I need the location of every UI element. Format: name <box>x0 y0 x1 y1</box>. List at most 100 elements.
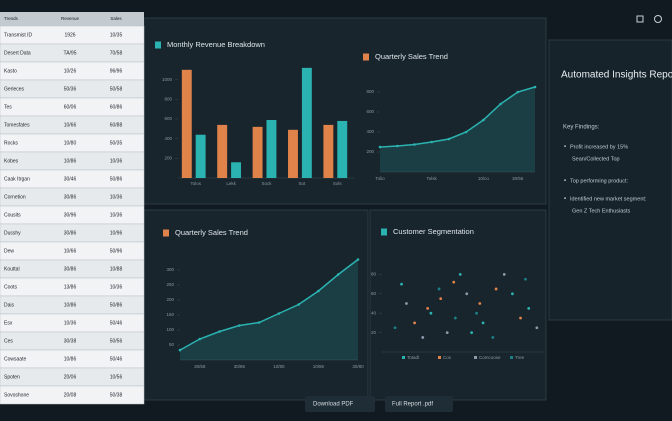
x-tick-label: Sock <box>261 181 272 186</box>
table-cell: 60/06 <box>64 104 77 110</box>
table-cell: Ces <box>4 338 13 344</box>
panel <box>369 209 547 401</box>
insights-panel <box>548 39 672 321</box>
table-cell: 30/38 <box>64 338 77 344</box>
table-cell: 10/96 <box>110 230 123 236</box>
chart-title: Quarterly Sales Trend <box>375 52 448 61</box>
y-tick-label: 200 <box>366 149 374 154</box>
button[interactable] <box>385 396 453 412</box>
point <box>535 326 539 330</box>
point <box>478 302 482 305</box>
table-cell: 30/86 <box>64 194 77 200</box>
legend-label: Comcoose <box>479 355 501 360</box>
chart-title: Customer Segmentation <box>393 227 474 236</box>
table-cell: Transmist ID <box>4 32 33 38</box>
table-cell: TA/95 <box>64 50 77 56</box>
insight-item: Profit increased by 15% <box>570 144 628 150</box>
point <box>426 306 430 310</box>
x-tick-label: Lekk <box>226 181 236 186</box>
table-cell: 96/96 <box>110 68 123 74</box>
table-cell: 30/96 <box>64 212 77 218</box>
y-tick-label: 400 <box>366 129 374 134</box>
table-cell: 10/66 <box>64 122 77 128</box>
x-tick-label: Sols <box>333 181 343 186</box>
point <box>395 144 399 148</box>
button-label[interactable]: Download PDF <box>313 402 354 408</box>
table-cell: Kasto <box>4 68 17 74</box>
insight-item: Top performing product: <box>570 178 629 184</box>
charts: Monthly Revenue Breakdown 200 400 600 800 100… <box>155 40 545 369</box>
chart-title: Monthly Revenue Breakdown <box>167 40 265 49</box>
table-cell: Dais <box>4 302 15 308</box>
point <box>445 331 449 334</box>
table-cell: Caak Itrgan <box>4 176 30 182</box>
icon[interactable] <box>654 15 662 23</box>
point <box>482 118 485 122</box>
point <box>178 348 182 352</box>
icon[interactable] <box>636 15 644 23</box>
point <box>317 289 320 293</box>
table-cell: 50/86 <box>110 176 123 182</box>
point <box>257 321 261 324</box>
y-tick-label: 800 <box>164 97 172 102</box>
y-tick-label: 600 <box>366 109 374 114</box>
table-cell: Cousits <box>4 212 21 218</box>
point <box>458 273 462 276</box>
point <box>475 311 478 315</box>
x-tick-label: Sot <box>299 181 307 186</box>
bullet: • <box>564 179 566 185</box>
table-cell: 10/35 <box>110 32 123 38</box>
table-cell: 10/36 <box>110 158 123 164</box>
table-cell: 50/36 <box>64 86 77 92</box>
point <box>198 337 202 341</box>
point <box>465 292 469 296</box>
bar <box>252 126 263 178</box>
bar <box>231 162 242 178</box>
button-label[interactable]: Full Report .pdf <box>392 402 433 408</box>
point <box>413 321 416 325</box>
table-cell: 10/36 <box>110 194 123 200</box>
table-cell: Rocks <box>4 140 18 146</box>
table-row <box>0 385 145 405</box>
table-cell: Desert Data <box>4 50 31 56</box>
point <box>511 292 514 296</box>
point <box>447 137 451 141</box>
table-cell: 10/80 <box>64 140 77 146</box>
table-cell: 50/46 <box>110 320 123 326</box>
table-cell: Tomesfates <box>4 122 30 128</box>
point <box>413 143 416 146</box>
legend-swatch <box>438 356 441 359</box>
y-tick-label: 20 <box>371 330 377 335</box>
x-tick-label: 30/86 <box>234 364 246 369</box>
table-cell: 10/86 <box>64 158 77 164</box>
table-cell: 10/56 <box>110 374 123 380</box>
title-marker <box>381 228 387 236</box>
button[interactable] <box>305 396 375 412</box>
table-cell: 50/56 <box>110 338 123 344</box>
table-cell: 10/36 <box>64 320 77 326</box>
bullet: • <box>564 145 566 151</box>
insights-list: • Profit increased by 15% Sean/Collected T… <box>564 144 647 214</box>
legend-swatch <box>474 356 477 359</box>
bar <box>217 124 228 178</box>
point <box>470 331 474 334</box>
point <box>499 102 502 106</box>
column-header: Sales <box>110 16 122 21</box>
point <box>524 277 527 281</box>
point <box>439 297 443 301</box>
point <box>452 280 456 284</box>
table-cell: Esx <box>4 320 13 326</box>
y-tick-label: 40 <box>371 310 377 315</box>
table-cell: 10/36 <box>110 212 123 218</box>
chart-title: Quarterly Sales Trend <box>175 228 248 237</box>
bar <box>195 134 206 178</box>
legend-label: Totadl <box>407 355 419 360</box>
line <box>179 258 359 351</box>
table-cell: 30/86 <box>64 266 77 272</box>
column-header: Revenue <box>61 16 80 21</box>
y-tick-label: 600 <box>164 116 172 121</box>
point <box>405 302 408 305</box>
table-cell: 60/86 <box>110 104 123 110</box>
insights-subtitle: Key Findings: <box>563 125 600 131</box>
